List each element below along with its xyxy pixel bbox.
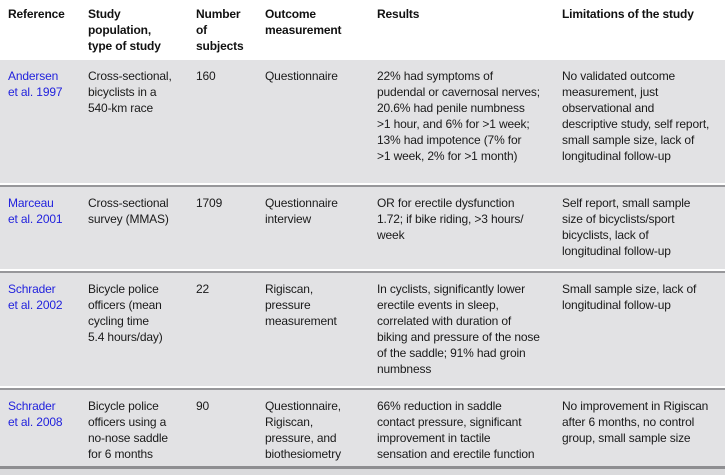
cell-limitations: No improvement in Rigiscan after 6 month… [562, 399, 709, 445]
column-header-limitations: Limitations of the study [562, 7, 694, 21]
table-row: Marceau et al. 2001 Cross-sectional surv… [0, 187, 725, 269]
reference-link[interactable]: Marceau et al. 2001 [8, 196, 63, 226]
table-header-row: Reference Study population, type of stud… [0, 0, 725, 60]
cell-subjects: 22 [196, 282, 210, 296]
cell-subjects: 90 [196, 399, 210, 413]
cell-limitations: Self report, small sample size of bicycl… [562, 196, 691, 258]
cell-reference: Marceau et al. 2001 [8, 195, 88, 269]
cell-population: Bicycle police officers (mean cycling ti… [88, 282, 163, 344]
table-bottom-rule [0, 466, 725, 469]
cell-results: OR for erectile dysfunction 1.72; if bik… [377, 196, 524, 242]
reference-link[interactable]: Schrader et al. 2002 [8, 282, 63, 312]
column-header-subjects: Number of subjects [196, 7, 244, 53]
cell-outcome: Questionnaire [265, 69, 338, 83]
table-row: Andersen et al. 1997 Cross-sectional, bi… [0, 60, 725, 183]
table-bottom-strip [0, 469, 725, 475]
table-row: Schrader et al. 2008 Bicycle police offi… [0, 390, 725, 466]
row-divider [0, 269, 725, 273]
row-divider [0, 183, 725, 187]
cell-population: Cross-sectional survey (MMAS) [88, 196, 169, 226]
cell-outcome: Questionnaire, Rigiscan, pressure, and b… [265, 399, 341, 461]
cell-reference: Schrader et al. 2002 [8, 281, 88, 386]
cell-subjects: 160 [196, 69, 216, 83]
reference-link[interactable]: Andersen et al. 1997 [8, 69, 63, 99]
cell-outcome: Rigiscan, pressure measurement [265, 282, 337, 328]
cell-reference: Andersen et al. 1997 [8, 68, 88, 183]
column-header-results: Results [377, 7, 420, 21]
row-divider [0, 386, 725, 390]
cell-outcome: Questionnaire interview [265, 196, 338, 226]
cell-subjects: 1709 [196, 196, 223, 210]
cell-limitations: No validated outcome measurement, just o… [562, 69, 710, 163]
cell-limitations: Small sample size, lack of longitudinal … [562, 282, 697, 312]
column-header-reference: Reference [8, 7, 65, 21]
cell-population: Bicycle police officers using a no-nose … [88, 399, 168, 461]
cell-results: In cyclists, significantly lower erectil… [377, 282, 540, 376]
column-header-population: Study population, type of study [88, 7, 161, 53]
cell-reference: Schrader et al. 2008 [8, 398, 88, 466]
column-header-outcome: Outcome measurement [265, 7, 342, 37]
cell-population: Cross-sectional, bicyclists in a 540-km … [88, 69, 172, 115]
reference-link[interactable]: Schrader et al. 2008 [8, 399, 63, 429]
table-row: Schrader et al. 2002 Bicycle police offi… [0, 273, 725, 386]
cell-results: 22% had symptoms of pudendal or cavernos… [377, 69, 540, 163]
cell-results: 66% reduction in saddle contact pressure… [377, 399, 535, 461]
